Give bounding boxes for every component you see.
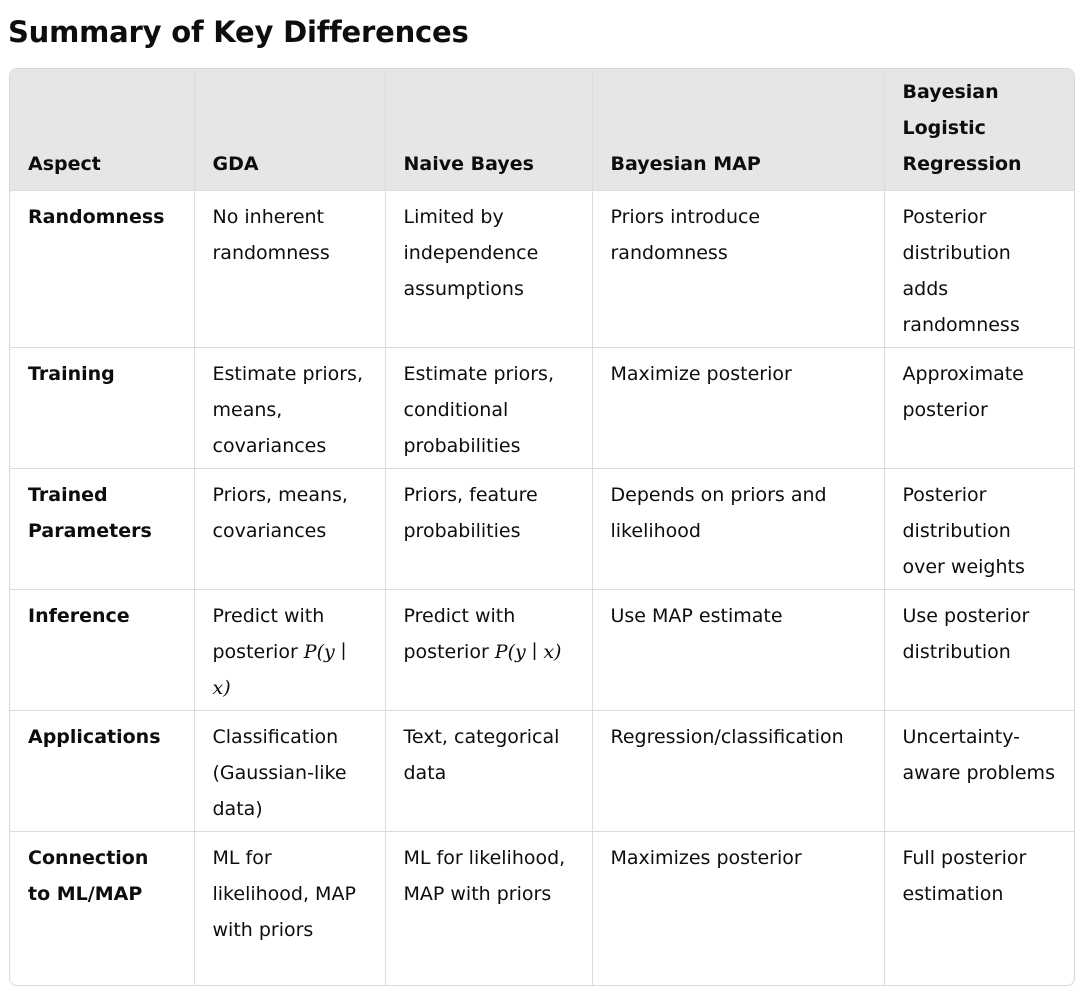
column-header-bayesian-map: Bayesian MAP [592, 69, 885, 190]
table-cell: Maximize posterior [592, 346, 885, 468]
table-cell: ML for likelihood, MAP with priors [194, 830, 386, 985]
table-cell: Priors, feature probabilities [385, 467, 593, 589]
table-row: Connection to ML/MAP ML for likelihood, … [10, 830, 1074, 985]
column-header-aspect: Aspect [10, 69, 195, 190]
table-cell: Predict with posterior P(y ∣ x) [194, 588, 386, 710]
table-cell: Full posterior estimation [884, 830, 1074, 985]
column-header-bayesian-logistic-regression: Bayesian Logistic Regression [884, 69, 1074, 190]
row-label-randomness: Randomness [10, 189, 195, 347]
table-cell: Depends on priors and likelihood [592, 467, 885, 589]
row-label-trained-parameters: Trained Parameters [10, 467, 195, 589]
table-cell: ML for likelihood, MAP with priors [385, 830, 593, 985]
table-cell: Text, categorical data [385, 709, 593, 831]
posterior-formula: P(y ∣ x) [494, 640, 562, 663]
row-label-connection-to-ml-map: Connection to ML/MAP [10, 830, 195, 985]
row-label-applications: Applications [10, 709, 195, 831]
table-cell: Posterior distribution adds randomness [884, 189, 1074, 347]
table-cell: Priors, means, covariances [194, 467, 386, 589]
cell-text: Predict with posterior [403, 604, 516, 663]
table-cell: Estimate priors, conditional probabiliti… [385, 346, 593, 468]
table-row: Trained Parameters Priors, means, covari… [10, 467, 1074, 589]
table-cell: No inherent randomness [194, 189, 386, 347]
comparison-table: Aspect GDA Naive Bayes Bayesian MAP Baye… [10, 69, 1074, 985]
table-cell: Posterior distribution over weights [884, 467, 1074, 589]
table-row: Randomness No inherent randomness Limite… [10, 189, 1074, 347]
comparison-table-container: Aspect GDA Naive Bayes Bayesian MAP Baye… [9, 68, 1075, 986]
table-cell: Uncertainty-aware problems [884, 709, 1074, 831]
table-cell: Approximate posterior [884, 346, 1074, 468]
posterior-formula: P(y ∣ x) [212, 640, 347, 699]
table-header-row: Aspect GDA Naive Bayes Bayesian MAP Baye… [10, 69, 1074, 190]
table-row: Inference Predict with posterior P(y ∣ x… [10, 588, 1074, 710]
table-cell: Limited by independence assumptions [385, 189, 593, 347]
column-header-gda: GDA [194, 69, 386, 190]
table-cell: Classification (Gaussian-like data) [194, 709, 386, 831]
table-cell: Use posterior distribution [884, 588, 1074, 710]
table-cell: Estimate priors, means, covariances [194, 346, 386, 468]
table-row: Training Estimate priors, means, covaria… [10, 346, 1074, 468]
table-cell: Predict with posterior P(y ∣ x) [385, 588, 593, 710]
table-cell: Maximizes posterior [592, 830, 885, 985]
page-title: Summary of Key Differences [8, 15, 469, 49]
table-row: Applications Classification (Gaussian-li… [10, 709, 1074, 831]
table-cell: Priors introduce randomness [592, 189, 885, 347]
table-cell: Use MAP estimate [592, 588, 885, 710]
row-label-training: Training [10, 346, 195, 468]
table-cell: Regression/classification [592, 709, 885, 831]
row-label-inference: Inference [10, 588, 195, 710]
cell-text: Predict with posterior [212, 604, 325, 663]
column-header-naive-bayes: Naive Bayes [385, 69, 593, 190]
